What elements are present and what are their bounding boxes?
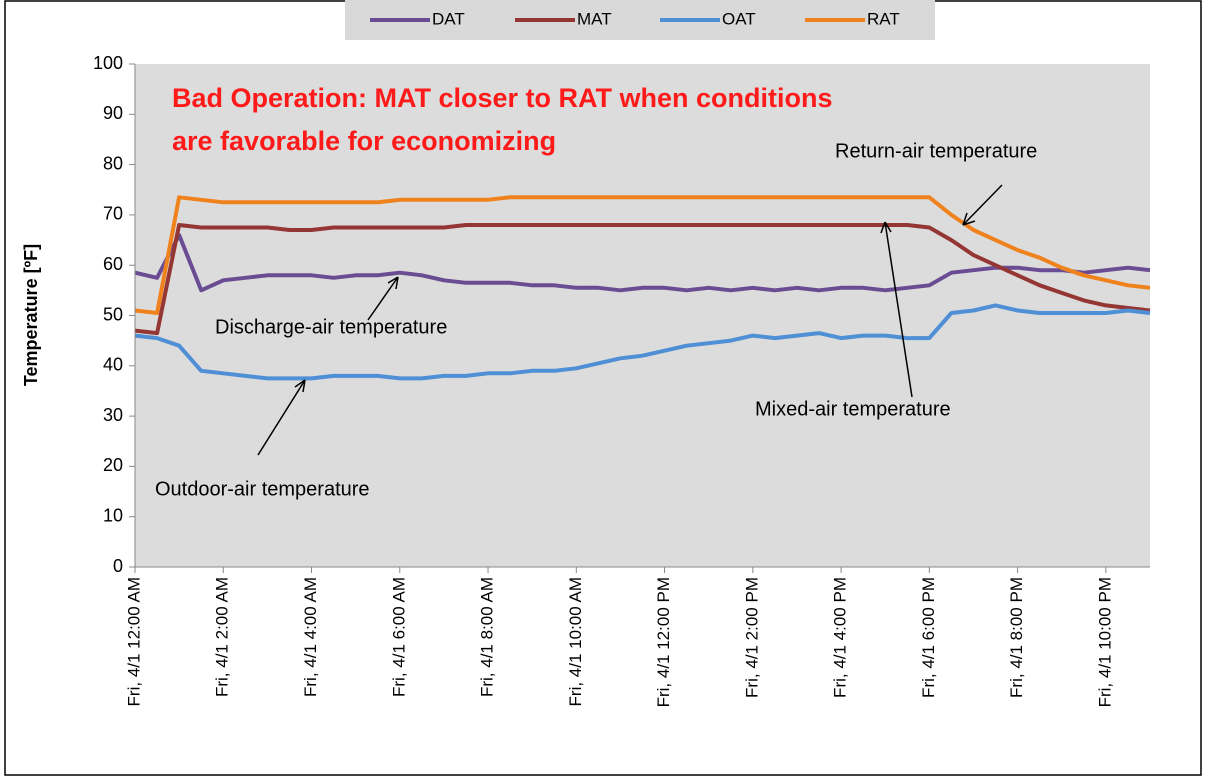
series-line xyxy=(134,233,1151,293)
series-line xyxy=(134,195,1151,315)
marks xyxy=(134,195,1151,381)
y-tick-label: 0 xyxy=(113,556,123,576)
legend-label: DAT xyxy=(432,9,465,28)
arrow xyxy=(257,379,306,456)
arrow xyxy=(880,221,913,398)
y-tick-label: 10 xyxy=(103,505,123,525)
x-tick-label: Fri, 4/1 8:00 AM xyxy=(478,577,497,697)
x-tick-label: Fri, 4/1 12:00 PM xyxy=(654,577,673,707)
annotation: Discharge-air temperature xyxy=(215,316,447,338)
x-tick-label: Fri, 4/1 12:00 AM xyxy=(124,577,143,706)
legend-label: MAT xyxy=(577,9,612,28)
legend-label: RAT xyxy=(867,9,900,28)
y-tick-label: 60 xyxy=(103,254,123,274)
y-tick-label: 50 xyxy=(103,304,123,324)
chart-title: are favorable for economizing xyxy=(172,126,556,156)
x-tick-label: Fri, 4/1 6:00 AM xyxy=(389,577,408,697)
x-tick-label: Fri, 4/1 4:00 PM xyxy=(831,577,850,698)
y-tick-label: 20 xyxy=(103,455,123,475)
x-tick-label: Fri, 4/1 8:00 PM xyxy=(1007,577,1026,698)
y-axis-label: Temperature [ºF] xyxy=(21,244,41,386)
plot-area xyxy=(135,64,1150,567)
arrow xyxy=(962,184,1003,226)
x-tick-label: Fri, 4/1 2:00 AM xyxy=(213,577,232,697)
y-tick-label: 40 xyxy=(103,355,123,375)
annotation: Return-air temperature xyxy=(835,140,1037,162)
x-tick-label: Fri, 4/1 10:00 PM xyxy=(1095,577,1114,707)
x-tick-label: Fri, 4/1 6:00 PM xyxy=(919,577,938,698)
x-tick-label: Fri, 4/1 4:00 AM xyxy=(301,577,320,697)
arrows xyxy=(257,184,1003,456)
series-line xyxy=(134,303,1151,381)
chart-title: Bad Operation: MAT closer to RAT when co… xyxy=(172,83,833,113)
annotation: Mixed-air temperature xyxy=(755,398,951,420)
x-tick-label: Fri, 4/1 10:00 AM xyxy=(566,577,585,706)
series-line xyxy=(134,223,1151,336)
y-tick-label: 30 xyxy=(103,405,123,425)
y-tick-label: 70 xyxy=(103,204,123,224)
y-tick-label: 100 xyxy=(93,53,123,73)
arrow xyxy=(367,276,399,321)
legend-label: OAT xyxy=(722,9,756,28)
annotation: Outdoor-air temperature xyxy=(155,478,370,500)
x-tick-label: Fri, 4/1 2:00 PM xyxy=(742,577,761,698)
y-tick-label: 80 xyxy=(103,153,123,173)
y-tick-label: 90 xyxy=(103,103,123,123)
